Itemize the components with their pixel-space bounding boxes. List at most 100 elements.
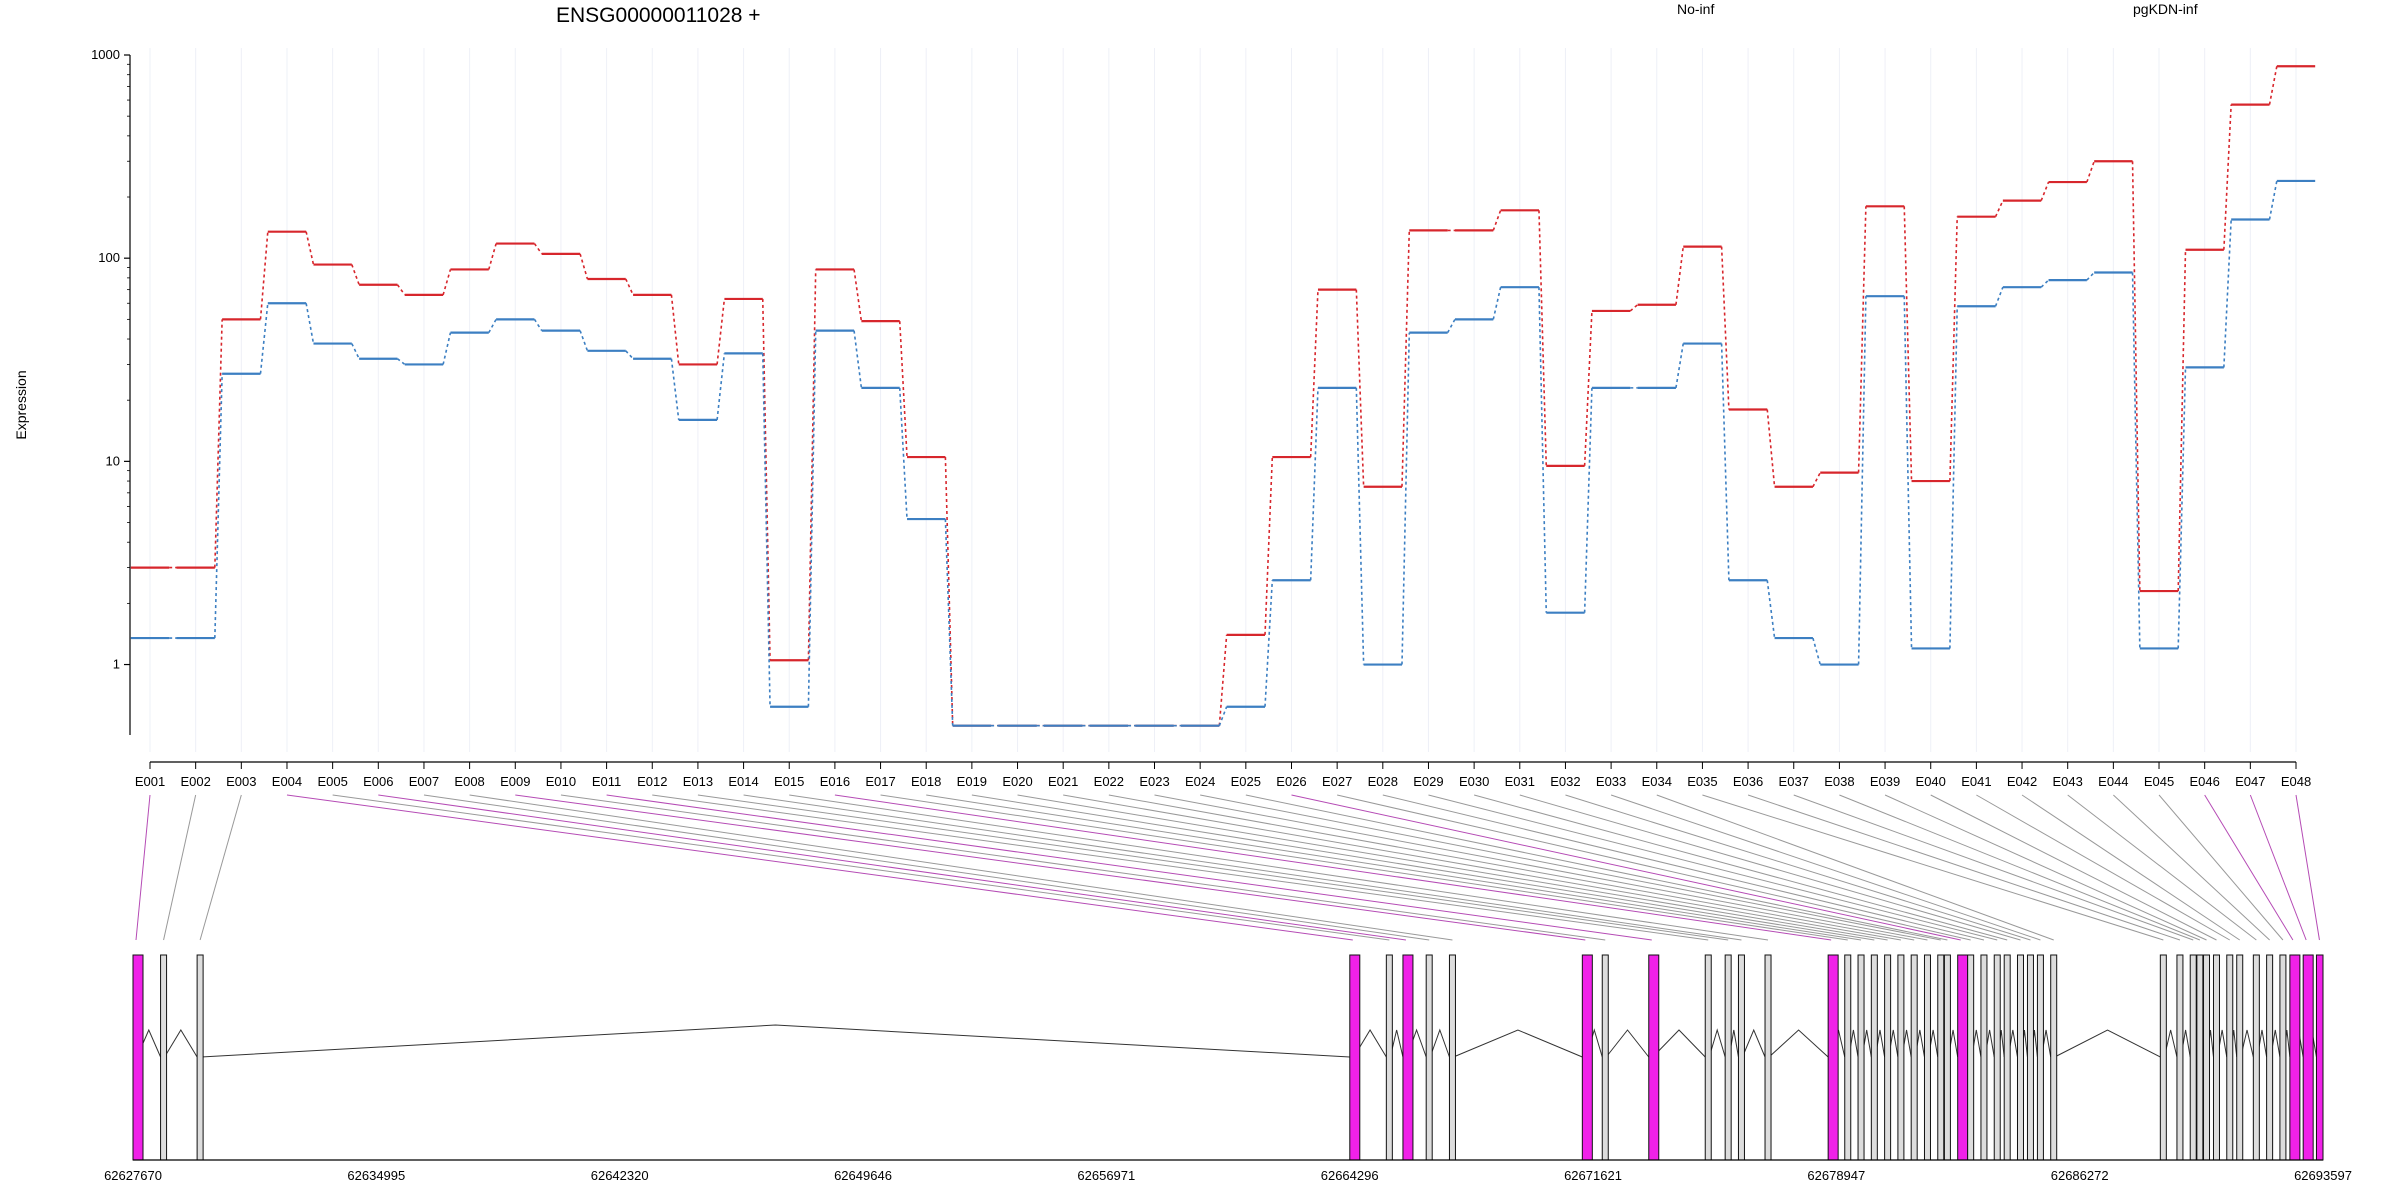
exon-box bbox=[2016, 954, 2024, 1161]
data-connector bbox=[1401, 332, 1411, 665]
connector-line bbox=[2113, 794, 2270, 941]
intron-line bbox=[1768, 1029, 1829, 1058]
exon-label: E006 bbox=[363, 774, 393, 789]
data-connector bbox=[488, 243, 497, 270]
genomic-tick-label: 62671621 bbox=[1564, 1168, 1622, 1183]
exon-box bbox=[2226, 954, 2234, 1161]
genomic-tick-label: 62627670 bbox=[104, 1168, 162, 1183]
exon-label: E024 bbox=[1185, 774, 1215, 789]
exon-box bbox=[2189, 954, 2197, 1161]
data-connector bbox=[1309, 387, 1319, 581]
intron-line bbox=[1429, 1028, 1450, 1058]
connector-line bbox=[697, 794, 1729, 941]
exon-label: E028 bbox=[1368, 774, 1398, 789]
series-no-inf bbox=[130, 65, 2316, 727]
connector-line bbox=[926, 794, 1862, 941]
exon-label: E008 bbox=[454, 774, 484, 789]
data-connector bbox=[898, 321, 908, 458]
data-connector bbox=[1949, 216, 1959, 482]
exon-label: E004 bbox=[272, 774, 302, 789]
genomic-tick-label: 62664296 bbox=[1321, 1168, 1379, 1183]
exon-label: E041 bbox=[1961, 774, 1991, 789]
data-connector bbox=[1675, 343, 1685, 388]
exon-label: E043 bbox=[2053, 774, 2083, 789]
connector-line bbox=[332, 794, 1390, 941]
exon-label: E018 bbox=[911, 774, 941, 789]
data-connector bbox=[351, 264, 360, 286]
data-connector bbox=[716, 298, 726, 365]
data-connector bbox=[1264, 580, 1274, 707]
connector-line bbox=[1839, 794, 2201, 941]
data-connector bbox=[1675, 246, 1685, 305]
x-axis-exons: E001 E002 E003 E004 E005 E006 E007 E008 E009 E010… bbox=[135, 761, 2311, 789]
data-connector bbox=[488, 318, 497, 334]
exon-box bbox=[1385, 954, 1393, 1161]
connector-line bbox=[1747, 794, 2181, 941]
connector-line bbox=[1291, 794, 1961, 941]
data-connector bbox=[2040, 181, 2050, 201]
exon-label: E038 bbox=[1824, 774, 1854, 789]
data-connector bbox=[1949, 306, 1959, 649]
genomic-tick-label: 62656971 bbox=[1077, 1168, 1135, 1183]
data-connector bbox=[1583, 310, 1593, 466]
exon-label: E034 bbox=[1642, 774, 1672, 789]
genomic-tick-label: 62693597 bbox=[2294, 1168, 2352, 1183]
y-axis-label: Expression bbox=[13, 370, 29, 439]
exon-label: E036 bbox=[1733, 774, 1763, 789]
data-connector bbox=[2131, 161, 2141, 592]
exon-label: E037 bbox=[1779, 774, 1809, 789]
data-connector bbox=[761, 298, 771, 661]
connector-line bbox=[1382, 794, 1985, 941]
exon-box bbox=[1704, 954, 1712, 1161]
exon-label: E048 bbox=[2281, 774, 2311, 789]
exon-box bbox=[1884, 954, 1892, 1161]
data-connector bbox=[670, 294, 680, 365]
exon-box bbox=[2026, 954, 2034, 1161]
exon-label: E029 bbox=[1413, 774, 1443, 789]
exon-label: E039 bbox=[1870, 774, 1900, 789]
chart-title: ENSG00000011028 + bbox=[556, 4, 761, 27]
data-connector bbox=[625, 278, 634, 296]
exon-label: E011 bbox=[592, 774, 621, 789]
exon-box bbox=[2279, 954, 2287, 1161]
exon-box bbox=[1844, 954, 1852, 1161]
data-connector bbox=[807, 330, 817, 707]
exon-box bbox=[1724, 954, 1732, 1161]
data-connector bbox=[305, 303, 315, 344]
exon-box bbox=[196, 954, 204, 1161]
data-connector bbox=[2223, 104, 2232, 250]
exon-box bbox=[2003, 954, 2011, 1161]
data-connector bbox=[1629, 304, 1639, 312]
connector-line bbox=[1976, 794, 2231, 941]
connector-line bbox=[606, 794, 1652, 941]
data-connector bbox=[1857, 206, 1867, 473]
data-connector bbox=[1218, 634, 1228, 726]
data-connector bbox=[853, 269, 863, 322]
exon-label: E027 bbox=[1322, 774, 1352, 789]
intron-line bbox=[1605, 1029, 1650, 1058]
exon-label: E003 bbox=[226, 774, 256, 789]
genomic-tick-label: 62678947 bbox=[1807, 1168, 1865, 1183]
connector-line bbox=[880, 794, 1848, 941]
connector-line bbox=[2249, 794, 2307, 941]
data-connector bbox=[442, 332, 452, 365]
exon-box bbox=[2302, 954, 2314, 1161]
exon-box bbox=[2050, 954, 2058, 1161]
connector-line bbox=[1063, 794, 1901, 941]
exon-box bbox=[1910, 954, 1918, 1161]
data-connector bbox=[1766, 580, 1776, 639]
data-connector bbox=[2086, 160, 2095, 183]
exon-box bbox=[1993, 954, 2001, 1161]
exon-box bbox=[2036, 954, 2044, 1161]
exon-label: E019 bbox=[957, 774, 987, 789]
data-connector bbox=[1401, 230, 1411, 487]
exon-label: E023 bbox=[1139, 774, 1169, 789]
data-connector bbox=[1218, 706, 1228, 726]
connector-line bbox=[469, 794, 1453, 941]
exon-box bbox=[160, 954, 168, 1161]
exon-label: E014 bbox=[728, 774, 758, 789]
y-tick-label: 10 bbox=[106, 453, 120, 468]
exon-box bbox=[1827, 954, 1839, 1161]
